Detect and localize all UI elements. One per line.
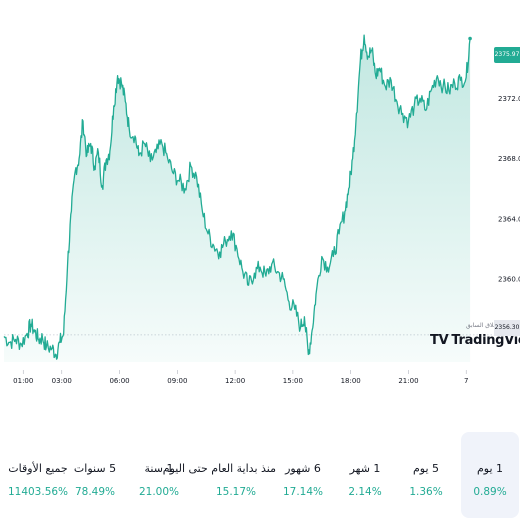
x-tick-label: 06:00	[109, 377, 129, 385]
tradingview-text: TradingView	[451, 333, 520, 348]
x-tick-label: 21:00	[398, 377, 418, 385]
period-selector: 1 يوم 0.89% 5 يوم 1.36% 1 شهر 2.14% 6 شهور 17.1…	[0, 432, 520, 518]
chart-canvas[interactable]: 2360.00 2364.00 2368.00 2372.00 01:00 03:00 06…	[0, 0, 520, 400]
period-change-value: 0.89%	[473, 486, 507, 498]
period-label: منذ بداية العام حتى اليوم	[162, 462, 276, 475]
price-area-fill	[4, 35, 471, 362]
x-tick-label: 18:00	[341, 377, 361, 385]
tradingview-logo-icon: TV	[430, 333, 449, 348]
previous-close-badge: 2356.30	[494, 320, 520, 336]
x-tick-label: 09:00	[167, 377, 187, 385]
period-change-value: 78.49%	[74, 486, 116, 498]
y-tick-label: 2364.00	[498, 215, 520, 223]
period-label: 1 سنة	[144, 462, 174, 475]
period-tab-2[interactable]: 1 شهر 2.14%	[336, 432, 394, 518]
x-tick-label: 7	[464, 377, 468, 385]
tradingview-watermark: TV TradingView	[430, 333, 520, 348]
period-tab-0[interactable]: 1 يوم 0.89%	[461, 432, 519, 518]
period-tab-7[interactable]: جميع الأوقات 11403.56%	[4, 432, 72, 518]
period-label: جميع الأوقات	[8, 462, 68, 475]
period-tab-3[interactable]: 6 شهور 17.14%	[274, 432, 332, 518]
y-tick-label: 2372.00	[498, 95, 520, 103]
period-tab-1[interactable]: 5 يوم 1.36%	[397, 432, 455, 518]
period-change-value: 2.14%	[348, 486, 382, 498]
period-tab-4[interactable]: منذ بداية العام حتى اليوم 15.17%	[162, 432, 276, 518]
period-label: 1 شهر	[349, 462, 381, 475]
period-change-value: 15.17%	[215, 486, 257, 498]
price-chart[interactable]: 2360.00 2364.00 2368.00 2372.00 01:00 03:00 06…	[0, 0, 520, 400]
period-label: 5 سنوات	[73, 462, 117, 475]
price-series-line	[3, 34, 471, 360]
period-tab-6[interactable]: 5 سنوات 78.49%	[66, 432, 124, 518]
period-change-value: 1.36%	[409, 486, 443, 498]
x-tick-label: 12:00	[225, 377, 245, 385]
period-change-value: 11403.56%	[7, 486, 69, 498]
x-tick-label: 15:00	[283, 377, 303, 385]
x-tick-label: 01:00	[13, 377, 33, 385]
period-label: 6 شهور	[285, 462, 321, 475]
period-label: 1 يوم	[476, 462, 504, 475]
y-tick-label: 2368.00	[498, 155, 520, 163]
previous-close-label: الإغلاق السابق	[466, 322, 502, 329]
period-change-value: 21.00%	[138, 486, 180, 498]
period-change-value: 17.14%	[282, 486, 324, 498]
x-tick-label: 03:00	[52, 377, 72, 385]
last-price-badge: 2375.97	[494, 47, 520, 63]
last-point-marker	[468, 36, 472, 41]
period-label: 5 يوم	[412, 462, 440, 475]
y-tick-label: 2360.00	[498, 276, 520, 284]
period-tab-5[interactable]: 1 سنة 21.00%	[130, 432, 188, 518]
